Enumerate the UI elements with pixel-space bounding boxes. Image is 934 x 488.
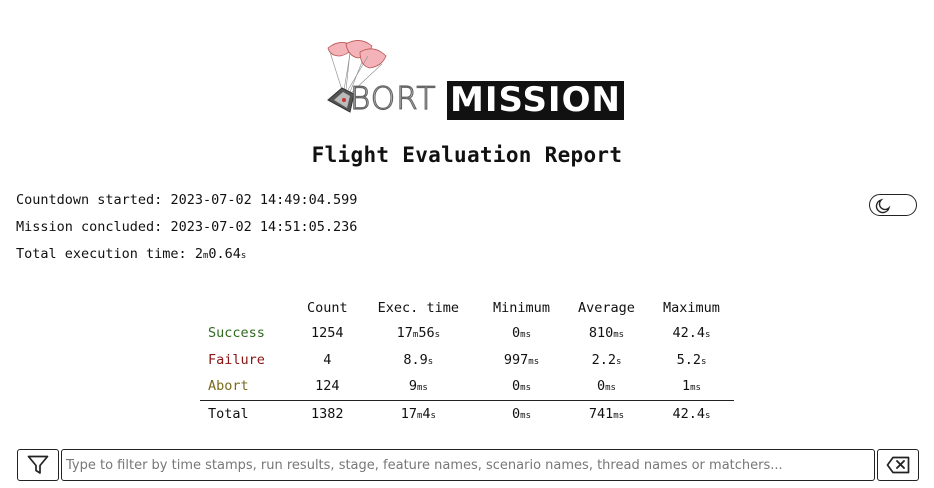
minimum-cell: 0ms — [479, 399, 564, 427]
minimum-cell-unit: ms — [520, 330, 531, 341]
countdown-label: Countdown started: — [16, 192, 163, 208]
table-row: Failure 4 8.9s 997ms 2.2s 5.2s — [200, 347, 734, 374]
minimum-cell-unit: ms — [520, 383, 531, 394]
maximum-cell: 1ms — [649, 373, 734, 400]
clear-filter-button[interactable] — [877, 449, 919, 481]
count-cell: 1254 — [311, 325, 344, 342]
average-cell: 810ms — [564, 320, 649, 347]
total-minutes-unit: m — [202, 251, 209, 261]
page-title: Flight Evaluation Report — [311, 143, 623, 167]
exec-time-cell: 17m56s — [358, 320, 479, 347]
minimum-cell-unit: ms — [520, 410, 531, 421]
mission-concluded: Mission concluded: 2023-07-02 14:51:05.2… — [16, 219, 357, 235]
average-cell-unit: ms — [613, 410, 625, 421]
minimum-cell-number: 0 — [512, 378, 521, 395]
maximum-cell-unit: ms — [690, 383, 701, 394]
average-cell: 2.2s — [564, 347, 649, 374]
maximum-cell-unit: s — [705, 410, 711, 421]
total-execution-time: Total execution time: 2m0.64s — [16, 246, 246, 262]
minimum-cell: 0ms — [479, 373, 564, 400]
exec-time-cell-unit: s — [430, 410, 436, 421]
header-exec-time: Exec. time — [377, 300, 459, 316]
minimum-cell-number: 0 — [512, 325, 521, 342]
logo-text-bort: BORT — [349, 81, 437, 117]
table-row: Success 1254 17m56s 0ms 810ms 42.4s — [200, 320, 734, 347]
minimum-cell-number: 0 — [512, 405, 521, 422]
count-cell: 1382 — [296, 399, 358, 427]
exec-time-cell-number: 17 — [400, 405, 417, 422]
exec-time-cell-unit: m — [412, 330, 419, 341]
results-summary-table: Count Exec. time Minimum Average Maximum Suc… — [200, 296, 734, 427]
header-average: Average — [578, 300, 635, 316]
maximum-cell-number: 42.4 — [672, 405, 706, 422]
maximum-cell: 42.4s — [648, 399, 734, 427]
exec-time-cell-unit: ms — [416, 383, 428, 394]
logo-parachute-capsule — [327, 40, 387, 113]
maximum-cell: 5.2s — [649, 347, 734, 374]
maximum-cell-number: 1 — [682, 378, 691, 395]
exec-time-cell-number: 4 — [422, 405, 431, 422]
average-cell: 0ms — [564, 373, 649, 400]
minimum-cell-number: 997 — [503, 351, 529, 368]
maximum-cell-number: 42.4 — [672, 325, 706, 342]
table-total-row: Total 1382 17m4s 0ms 741ms 42.4s — [200, 399, 734, 427]
row-label: Abort — [208, 378, 249, 395]
header-blank — [200, 296, 297, 320]
filter-button[interactable] — [17, 449, 59, 481]
average-cell-number: 2.2 — [591, 351, 616, 368]
table-header-row: Count Exec. time Minimum Average Maximum — [200, 296, 734, 320]
maximum-cell-unit: s — [700, 356, 707, 367]
filter-icon — [27, 455, 49, 474]
row-label: Total — [200, 399, 297, 427]
total-seconds-unit: s — [240, 251, 247, 261]
exec-time-cell-number: 9 — [408, 378, 417, 395]
header-minimum: Minimum — [493, 300, 550, 316]
average-cell: 741ms — [564, 399, 649, 427]
countdown-started: Countdown started: 2023-07-02 14:49:04.5… — [16, 192, 357, 208]
maximum-cell: 42.4s — [649, 320, 734, 347]
maximum-cell-unit: s — [705, 330, 711, 341]
total-seconds: 0.64 — [208, 246, 241, 262]
minimum-cell: 0ms — [479, 320, 564, 347]
countdown-value: 2023-07-02 14:49:04.599 — [170, 192, 358, 208]
row-label: Failure — [208, 351, 265, 368]
exec-time-cell-number: 8.9 — [403, 351, 428, 368]
exec-time-cell-number: 17 — [396, 325, 413, 342]
header-maximum: Maximum — [663, 300, 720, 316]
exec-time-cell: 8.9s — [358, 347, 479, 374]
exec-time-cell: 9ms — [358, 373, 479, 400]
exec-time-cell-unit: s — [427, 356, 434, 367]
average-cell-number: 741 — [588, 405, 614, 422]
logo-text-mission: MISSION — [447, 81, 624, 120]
total-value: 2m0.64s — [195, 246, 247, 262]
total-minutes: 2 — [194, 246, 203, 262]
exec-time-cell-unit: s — [434, 330, 440, 341]
count-cell: 124 — [315, 378, 340, 395]
maximum-cell-number: 5.2 — [676, 351, 701, 368]
row-label: Success — [208, 325, 265, 342]
exec-time-cell-number: 56 — [418, 325, 435, 342]
minimum-cell-unit: ms — [528, 356, 540, 367]
total-label: Total execution time: — [16, 246, 187, 262]
header-count: Count — [306, 300, 348, 316]
average-cell-unit: ms — [605, 383, 616, 394]
concluded-label: Mission concluded: — [16, 219, 163, 235]
exec-time-cell-unit: m — [416, 410, 423, 421]
theme-toggle-button[interactable] — [869, 194, 917, 216]
count-cell: 4 — [323, 351, 332, 368]
average-cell-unit: ms — [613, 330, 625, 341]
backspace-clear-icon — [886, 456, 910, 474]
average-cell-number: 810 — [588, 325, 614, 342]
average-cell-unit: s — [615, 356, 622, 367]
moon-icon — [875, 198, 891, 214]
filter-input[interactable] — [61, 449, 875, 481]
concluded-value: 2023-07-02 14:51:05.236 — [170, 219, 358, 235]
exec-time-cell: 17m4s — [357, 399, 480, 427]
minimum-cell: 997ms — [479, 347, 564, 374]
average-cell-number: 0 — [597, 378, 606, 395]
table-row: Abort 124 9ms 0ms 0ms 1ms — [200, 373, 734, 400]
